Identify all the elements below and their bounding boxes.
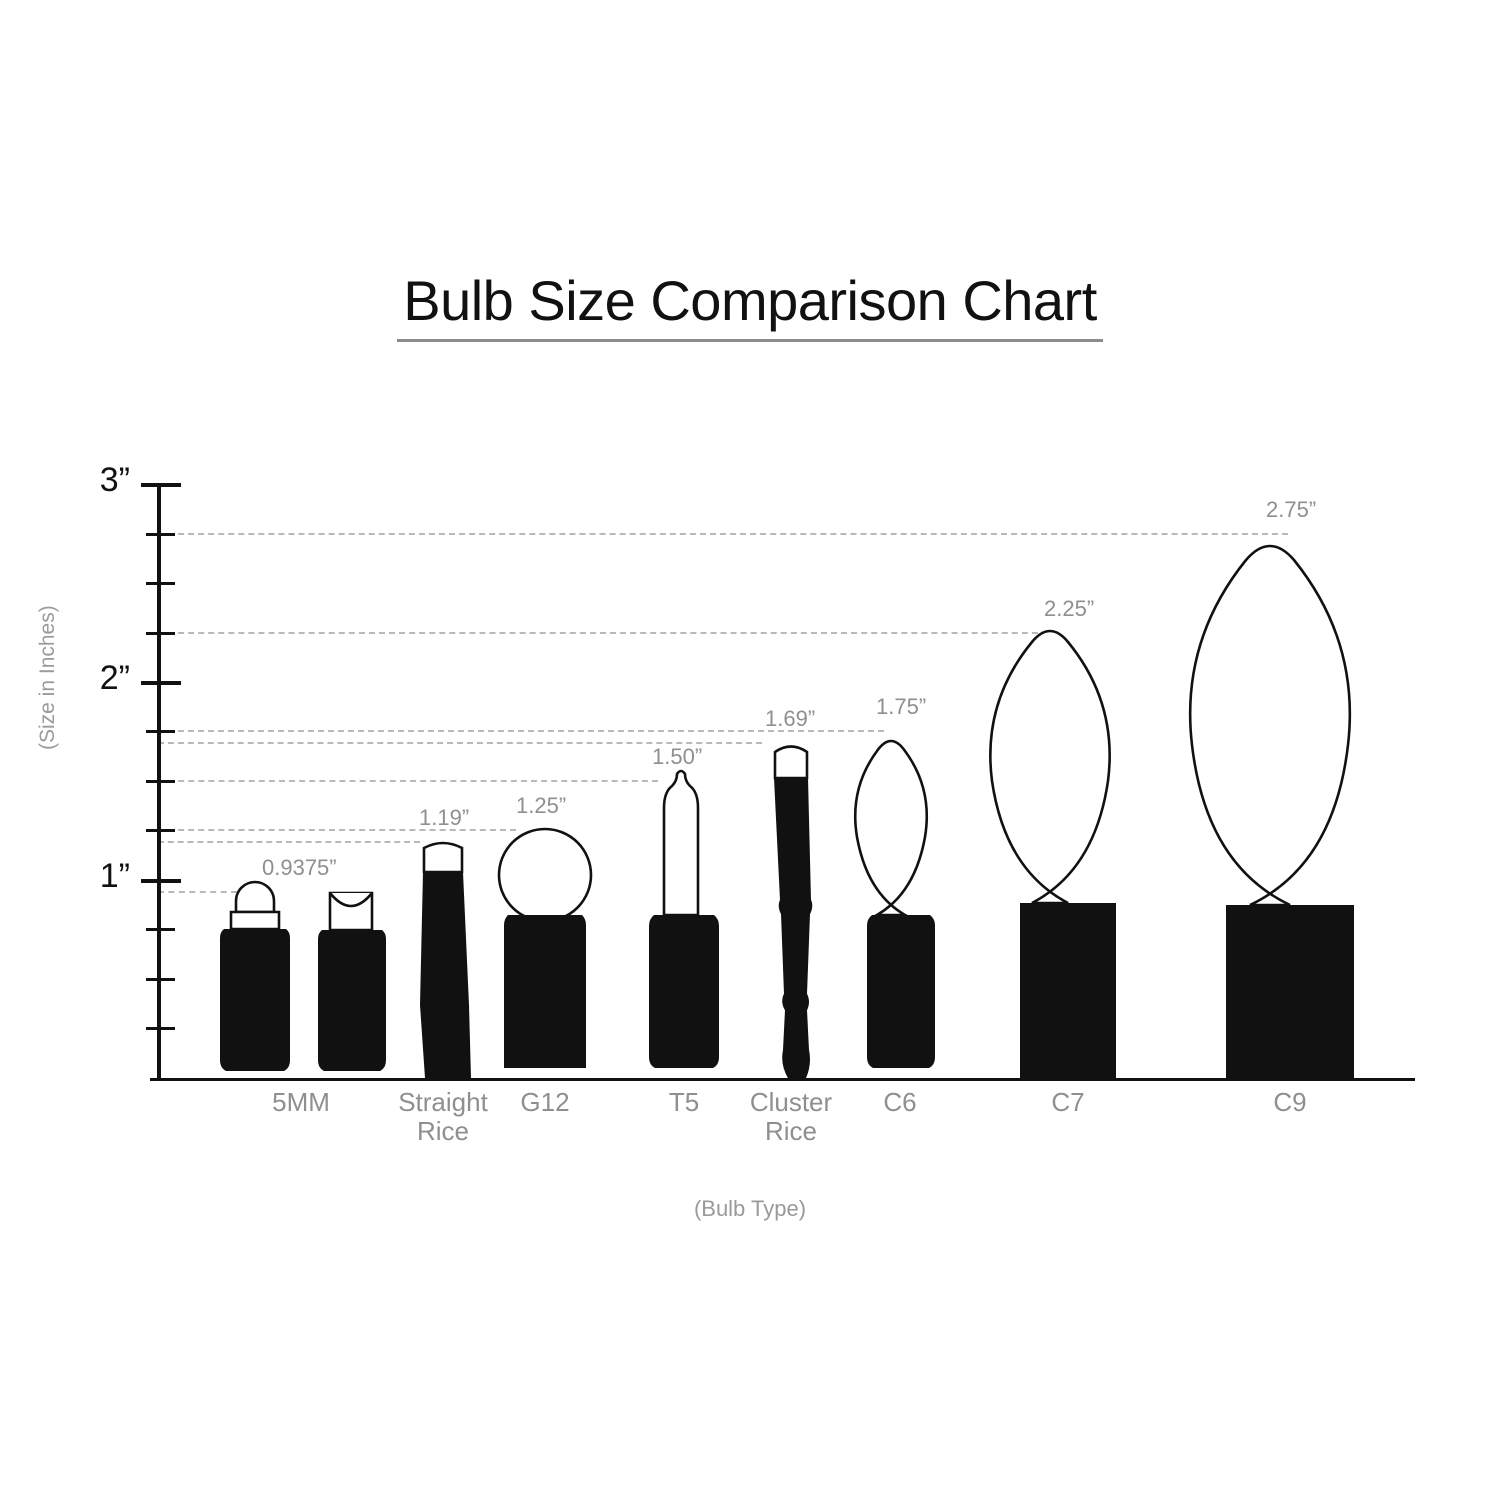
y-tick-minor-1-25 [146, 829, 175, 832]
page-title: Bulb Size Comparison Chart [397, 272, 1103, 343]
y-tick-label-1: 1” [99, 857, 130, 895]
bulb-label-c9: C9 [1273, 1087, 1307, 1117]
y-tick-major-2 [141, 681, 181, 685]
gridline-1-50 [158, 780, 658, 782]
bulb-c9 [1188, 544, 1354, 1078]
y-tick-minor-0-5 [146, 978, 175, 981]
callout-c9: 2.75” [1266, 497, 1317, 522]
y-tick-major-1 [141, 879, 181, 883]
y-tick-major-3 [141, 483, 181, 487]
gridline-2-75 [158, 533, 1288, 535]
gridline-1-75 [158, 730, 884, 732]
bulb-label-cluster-rice: Cluster Rice [749, 1087, 833, 1147]
title-block: Bulb Size Comparison Chart [0, 272, 1500, 343]
gridline-0-9375 [158, 891, 258, 893]
callout-cluster-rice: 1.69” [765, 706, 816, 731]
bulb-label-c6: C6 [883, 1087, 917, 1117]
callout-straight-rice: 1.19” [419, 805, 470, 830]
y-axis-label: (Size in Inches) [36, 605, 59, 750]
y-tick-minor-2-75 [146, 533, 175, 536]
bulb-g12 [497, 827, 593, 1068]
bulb-5mm-b [318, 891, 386, 1071]
y-tick-minor-1-75 [146, 730, 175, 733]
bulb-label-t5: T5 [668, 1087, 700, 1117]
bulb-label-straight-rice: Straight Rice [398, 1087, 488, 1147]
gridline-1-19 [158, 841, 420, 843]
callout-5mm: 0.9375” [262, 855, 337, 880]
bulb-straight-rice [419, 841, 472, 1079]
y-tick-minor-2-25 [146, 632, 175, 635]
bulb-cluster-rice [773, 745, 813, 1079]
x-axis-label: (Bulb Type) [693, 1196, 807, 1221]
callout-c7: 2.25” [1044, 596, 1095, 621]
callout-c6: 1.75” [876, 694, 927, 719]
bulb-t5 [649, 769, 719, 1068]
y-tick-label-3: 3” [99, 461, 130, 499]
y-tick-label-2: 2” [99, 659, 130, 697]
gridline-1-69 [158, 742, 762, 744]
y-tick-minor-1-5 [146, 780, 175, 783]
x-axis-spine [150, 1078, 1415, 1081]
y-tick-minor-2-5 [146, 582, 175, 585]
callout-g12: 1.25” [516, 793, 567, 818]
y-tick-minor-0-25 [146, 1027, 175, 1030]
gridline-1-25 [158, 829, 516, 831]
bulb-c6 [853, 739, 935, 1068]
gridline-2-25 [158, 632, 1058, 634]
bulb-label-g12: G12 [520, 1087, 570, 1117]
bulb-label-c7: C7 [1051, 1087, 1085, 1117]
bulb-5mm-a [220, 880, 290, 1071]
callout-t5: 1.50” [652, 744, 703, 769]
bulb-label-5mm: 5MM [272, 1087, 330, 1117]
bulb-c7 [989, 629, 1116, 1078]
y-tick-minor-0-75 [146, 928, 175, 931]
